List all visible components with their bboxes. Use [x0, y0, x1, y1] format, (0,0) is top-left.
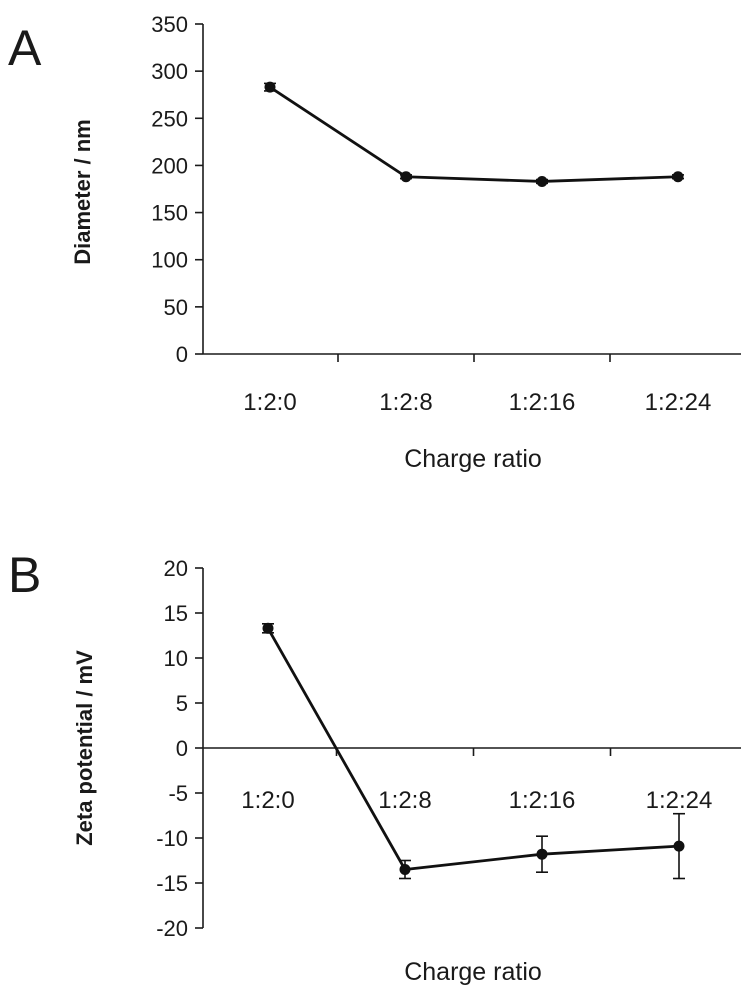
data-point	[673, 840, 685, 852]
series-line	[269, 86, 679, 183]
data-point	[399, 864, 411, 875]
y-tick-label: 10	[164, 646, 188, 671]
x-tick-label: 1:2:16	[509, 787, 576, 814]
y-tick-label: -15	[156, 871, 188, 896]
y-tick-label: 15	[164, 601, 188, 626]
x-tick-label: 1:2:0	[241, 787, 294, 814]
x-tick-label: 1:2:8	[379, 389, 432, 416]
y-tick-label: 50	[164, 295, 188, 320]
data-point	[536, 175, 548, 187]
data-point	[536, 848, 548, 860]
x-axis-title: Charge ratio	[404, 445, 542, 473]
y-tick-label: -10	[156, 826, 188, 851]
x-tick-label: 1:2:8	[378, 787, 431, 814]
x-tick-label: 1:2:0	[243, 389, 296, 416]
data-point	[262, 622, 274, 634]
data-point	[400, 171, 412, 183]
y-tick-label: 20	[164, 556, 188, 581]
x-tick-label: 1:2:16	[509, 389, 576, 416]
y-tick-label: 0	[176, 736, 188, 761]
x-tick-label: 1:2:24	[646, 787, 713, 814]
y-tick-label: -20	[156, 916, 188, 941]
y-tick-label: 350	[151, 12, 188, 37]
y-tick-label: 5	[176, 691, 188, 716]
chart-a: 0 50 100 150 200 250 300 350 1:2:0 1:2:8 1:2:16 1:2…	[70, 12, 741, 473]
panel-a-letter: A	[8, 20, 42, 76]
y-tick-label: 200	[151, 153, 188, 178]
data-point	[672, 171, 684, 183]
series-line	[266, 627, 680, 871]
x-tick-label: 1:2:24	[645, 389, 712, 416]
y-tick-label: 300	[151, 59, 188, 84]
y-tick-label: 250	[151, 106, 188, 131]
y-axis-title: Zeta potential / mV	[72, 650, 97, 846]
y-tick-label: 150	[151, 201, 188, 226]
panel-b-letter: B	[8, 547, 41, 603]
data-point	[264, 81, 276, 93]
y-tick-label: 0	[176, 342, 188, 367]
x-axis-title: Charge ratio	[404, 958, 542, 986]
chart-b: -20 -15 -10 -5 0 5 10 15 20 1:2:0 1:2:8 1:2:16 1:2:2…	[72, 556, 741, 986]
y-axis-title: Diameter / nm	[70, 119, 95, 265]
y-tick-label: -5	[168, 781, 188, 806]
y-tick-label: 100	[151, 248, 188, 273]
